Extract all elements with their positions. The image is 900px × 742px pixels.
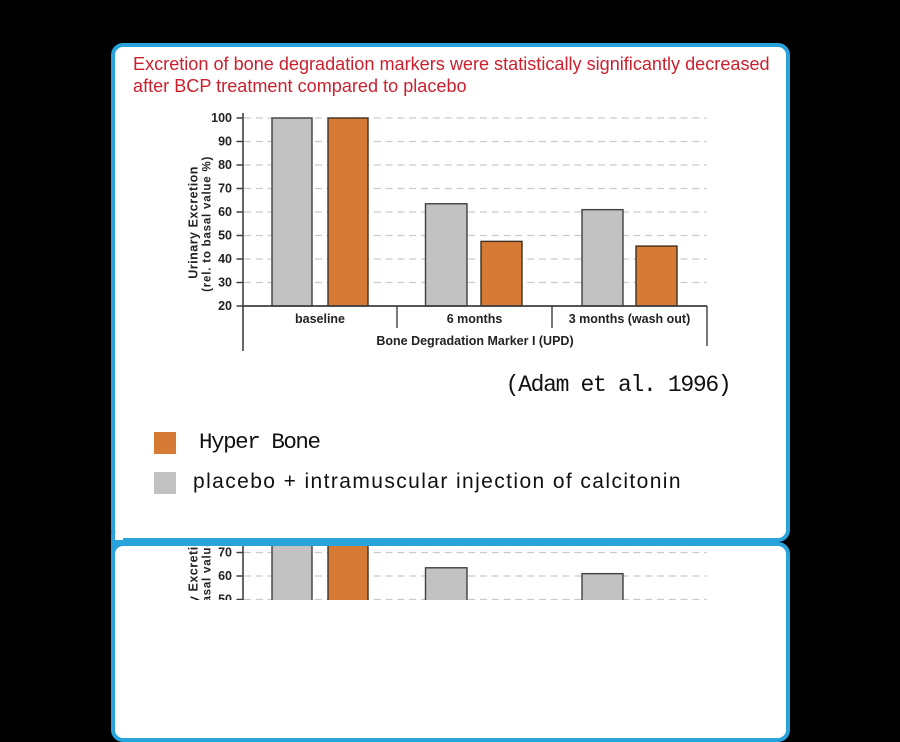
svg-text:60: 60: [218, 569, 232, 583]
svg-text:40: 40: [218, 252, 232, 266]
svg-text:70: 70: [218, 546, 232, 559]
svg-text:Bone Degradation Marker I (UPD: Bone Degradation Marker I (UPD): [376, 334, 573, 348]
svg-text:60: 60: [218, 205, 232, 219]
svg-text:80: 80: [218, 158, 232, 172]
svg-text:(rel. to basal value %): (rel. to basal value %): [201, 546, 213, 600]
svg-text:90: 90: [218, 135, 232, 149]
svg-text:100: 100: [211, 111, 232, 125]
svg-text:50: 50: [218, 592, 232, 600]
svg-text:Urinary Excretion: Urinary Excretion: [187, 546, 201, 600]
svg-text:Urinary Excretion: Urinary Excretion: [187, 166, 201, 279]
svg-text:3 months (wash out): 3 months (wash out): [569, 312, 691, 326]
svg-text:6 months: 6 months: [447, 312, 503, 326]
svg-text:(rel. to basal value %): (rel. to basal value %): [201, 156, 213, 292]
svg-text:50: 50: [218, 229, 232, 243]
svg-text:70: 70: [218, 182, 232, 196]
svg-text:30: 30: [218, 276, 232, 290]
svg-text:baseline: baseline: [295, 312, 345, 326]
svg-text:20: 20: [218, 299, 232, 313]
